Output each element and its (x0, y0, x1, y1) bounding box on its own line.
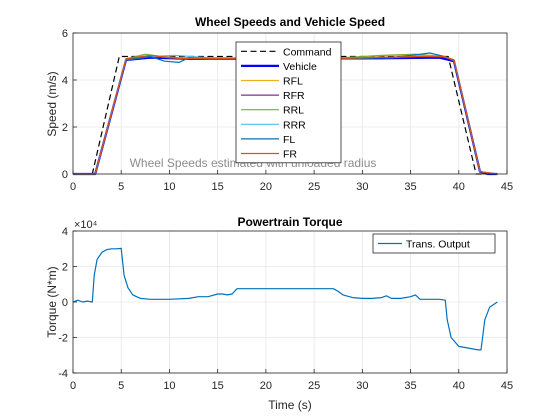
x-tick-label: 35 (404, 181, 416, 193)
x-tick-label: 25 (308, 380, 320, 392)
legend-entry: Trans. Output (406, 239, 470, 251)
y-tick-label: 2 (62, 122, 68, 134)
legend-entry: RFL (283, 76, 303, 88)
y-tick-label: -2 (58, 333, 68, 345)
torque-chart-title: Powertrain Torque (237, 215, 342, 229)
x-tick-label: 5 (118, 181, 124, 193)
legend-entry: RFR (283, 90, 305, 102)
y-tick-label: -4 (58, 368, 68, 380)
torque-ticks: 0 5 10 15 20 25 30 35 40 45 -4 -2 0 2 4 (58, 226, 513, 392)
y-tick-label: 4 (62, 226, 68, 238)
y-tick-label: 0 (62, 297, 68, 309)
speed-y-axis-label: Speed (m/s) (45, 71, 59, 136)
torque-legend: Trans. Output (372, 233, 496, 254)
speed-ticks: 0 5 10 15 20 25 30 35 40 45 0 2 4 6 (62, 28, 513, 193)
x-tick-label: 15 (212, 181, 224, 193)
legend-entry: RRR (283, 119, 306, 131)
x-tick-label: 10 (163, 181, 175, 193)
speed-chart-title: Wheel Speeds and Vehicle Speed (195, 15, 385, 29)
x-tick-label: 10 (163, 380, 175, 392)
x-tick-label: 15 (212, 380, 224, 392)
legend-box (235, 41, 342, 164)
speed-chart: 0 5 10 15 20 25 30 35 40 45 0 2 4 6 Wheel Speeds and … (45, 15, 513, 193)
x-tick-label: 30 (356, 181, 368, 193)
x-tick-label: 0 (70, 181, 76, 193)
x-tick-label: 45 (501, 380, 513, 392)
legend-entry: Command (283, 46, 332, 58)
y-tick-label: 6 (62, 28, 68, 40)
torque-series (72, 247, 498, 351)
x-tick-label: 45 (501, 181, 513, 193)
x-tick-label: 0 (70, 380, 76, 392)
legend-box (372, 233, 496, 254)
y-tick-label: 0 (62, 169, 68, 181)
series-line-trans-output (72, 247, 498, 351)
torque-y-axis-label: Torque (N*m) (45, 266, 59, 337)
y-tick-label: 2 (62, 262, 68, 274)
x-tick-label: 25 (308, 181, 320, 193)
speed-axes-box (72, 32, 508, 175)
x-tick-label: 20 (260, 181, 272, 193)
x-tick-label: 30 (356, 380, 368, 392)
speed-legend: Command Vehicle RFL RFR RRL RRR FL FR (235, 41, 342, 164)
torque-chart: 0 5 10 15 20 25 30 35 40 45 -4 -2 0 2 4 Powertrain Tor… (45, 215, 513, 412)
x-tick-label: 40 (453, 181, 465, 193)
x-tick-label: 5 (118, 380, 124, 392)
legend-entry: FL (283, 134, 295, 146)
legend-entry: FR (283, 149, 297, 161)
x-tick-label: 35 (404, 380, 416, 392)
legend-entry: Vehicle (283, 61, 317, 73)
legend-entry: RRL (283, 105, 304, 117)
torque-x-axis-label: Time (s) (268, 398, 312, 412)
x-tick-label: 20 (260, 380, 272, 392)
x-tick-label: 40 (453, 380, 465, 392)
y-tick-label: 4 (62, 75, 68, 87)
torque-y-exponent: ×10⁴ (74, 219, 98, 231)
